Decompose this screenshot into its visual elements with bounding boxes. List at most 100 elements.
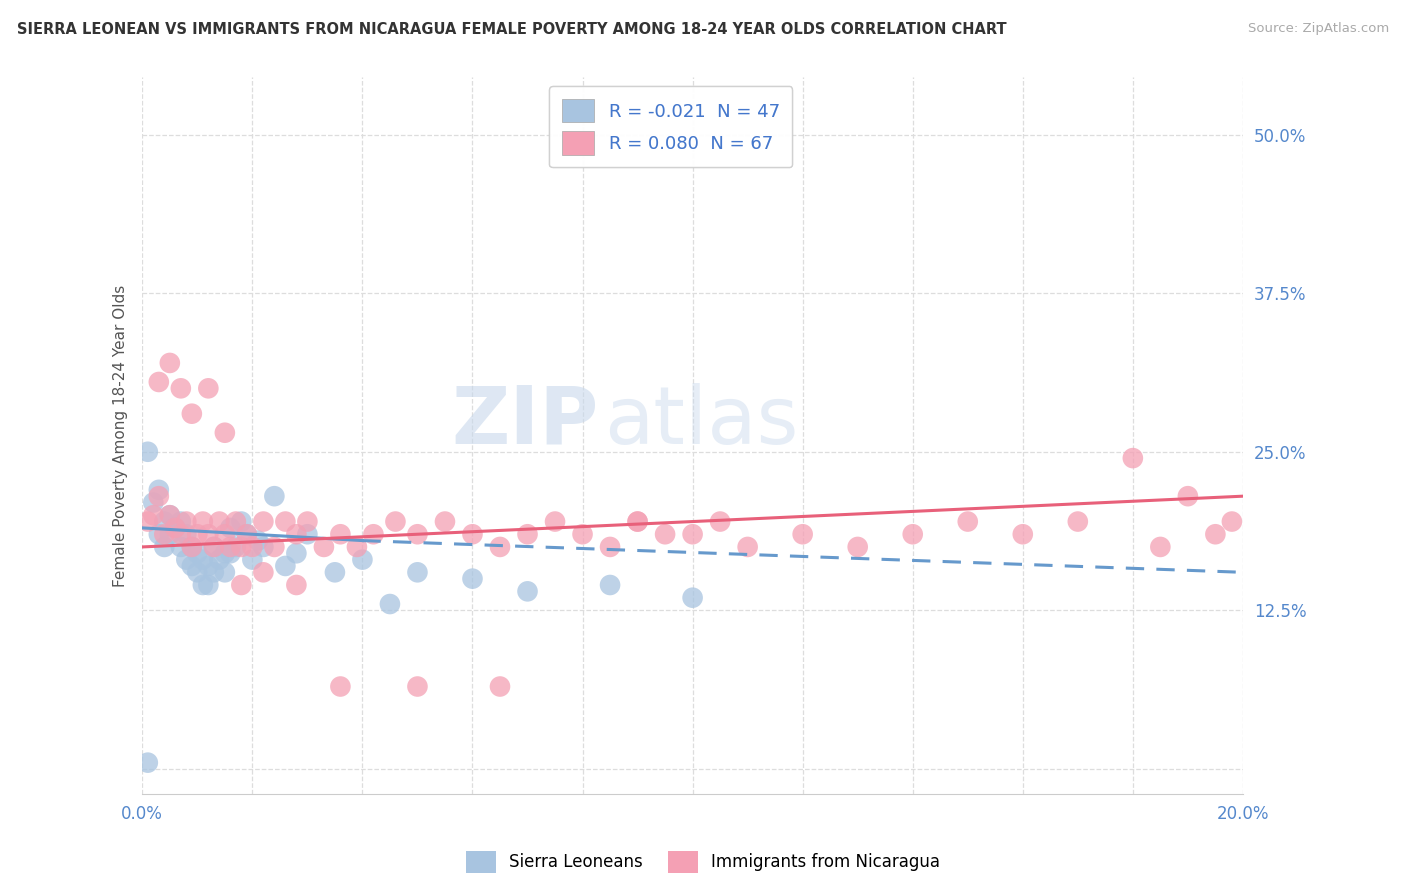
Point	[219, 521, 242, 535]
Point	[231, 540, 253, 554]
Point	[285, 578, 308, 592]
Point	[159, 356, 181, 370]
Y-axis label: Female Poverty Among 18-24 Year Olds: Female Poverty Among 18-24 Year Olds	[114, 285, 128, 587]
Point	[165, 521, 187, 535]
Point	[1204, 527, 1226, 541]
Point	[153, 527, 176, 541]
Point	[176, 552, 198, 566]
Point	[136, 515, 159, 529]
Point	[489, 680, 512, 694]
Point	[329, 680, 352, 694]
Point	[433, 515, 456, 529]
Point	[231, 515, 253, 529]
Point	[489, 540, 512, 554]
Point	[208, 515, 231, 529]
Point	[1177, 489, 1199, 503]
Point	[225, 540, 247, 554]
Point	[148, 483, 170, 497]
Point	[219, 540, 242, 554]
Point	[240, 552, 263, 566]
Point	[176, 515, 198, 529]
Point	[571, 527, 593, 541]
Point	[197, 578, 219, 592]
Point	[274, 558, 297, 573]
Point	[599, 578, 621, 592]
Point	[236, 527, 259, 541]
Point	[159, 527, 181, 541]
Point	[136, 756, 159, 770]
Point	[202, 566, 225, 580]
Point	[1149, 540, 1171, 554]
Point	[274, 515, 297, 529]
Point	[709, 515, 731, 529]
Point	[263, 540, 285, 554]
Point	[170, 515, 193, 529]
Point	[191, 515, 214, 529]
Point	[159, 508, 181, 523]
Point	[378, 597, 401, 611]
Text: atlas: atlas	[605, 383, 799, 460]
Point	[956, 515, 979, 529]
Point	[180, 540, 202, 554]
Point	[626, 515, 648, 529]
Point	[219, 546, 242, 560]
Point	[363, 527, 385, 541]
Point	[170, 527, 193, 541]
Point	[599, 540, 621, 554]
Point	[153, 540, 176, 554]
Point	[202, 540, 225, 554]
Point	[142, 495, 165, 509]
Point	[180, 558, 202, 573]
Point	[406, 680, 429, 694]
Point	[159, 508, 181, 523]
Point	[136, 444, 159, 458]
Point	[170, 381, 193, 395]
Point	[516, 584, 538, 599]
Point	[197, 558, 219, 573]
Point	[329, 527, 352, 541]
Point	[186, 527, 208, 541]
Point	[406, 527, 429, 541]
Point	[240, 540, 263, 554]
Point	[1220, 515, 1243, 529]
Point	[225, 515, 247, 529]
Point	[153, 515, 176, 529]
Point	[231, 578, 253, 592]
Point	[297, 515, 319, 529]
Point	[176, 527, 198, 541]
Point	[170, 540, 193, 554]
Point	[1122, 451, 1144, 466]
Point	[461, 572, 484, 586]
Point	[285, 546, 308, 560]
Point	[236, 527, 259, 541]
Text: Source: ZipAtlas.com: Source: ZipAtlas.com	[1249, 22, 1389, 36]
Point	[214, 566, 236, 580]
Point	[186, 546, 208, 560]
Point	[214, 425, 236, 440]
Point	[148, 527, 170, 541]
Point	[384, 515, 406, 529]
Point	[142, 508, 165, 523]
Point	[406, 566, 429, 580]
Point	[246, 533, 269, 548]
Point	[792, 527, 814, 541]
Point	[263, 489, 285, 503]
Point	[148, 489, 170, 503]
Point	[180, 407, 202, 421]
Point	[626, 515, 648, 529]
Point	[191, 552, 214, 566]
Point	[516, 527, 538, 541]
Point	[252, 515, 274, 529]
Point	[191, 578, 214, 592]
Point	[197, 381, 219, 395]
Point	[312, 540, 335, 554]
Text: ZIP: ZIP	[451, 383, 599, 460]
Point	[202, 540, 225, 554]
Point	[165, 521, 187, 535]
Point	[901, 527, 924, 541]
Point	[214, 527, 236, 541]
Point	[323, 566, 346, 580]
Point	[654, 527, 676, 541]
Point	[252, 566, 274, 580]
Point	[197, 527, 219, 541]
